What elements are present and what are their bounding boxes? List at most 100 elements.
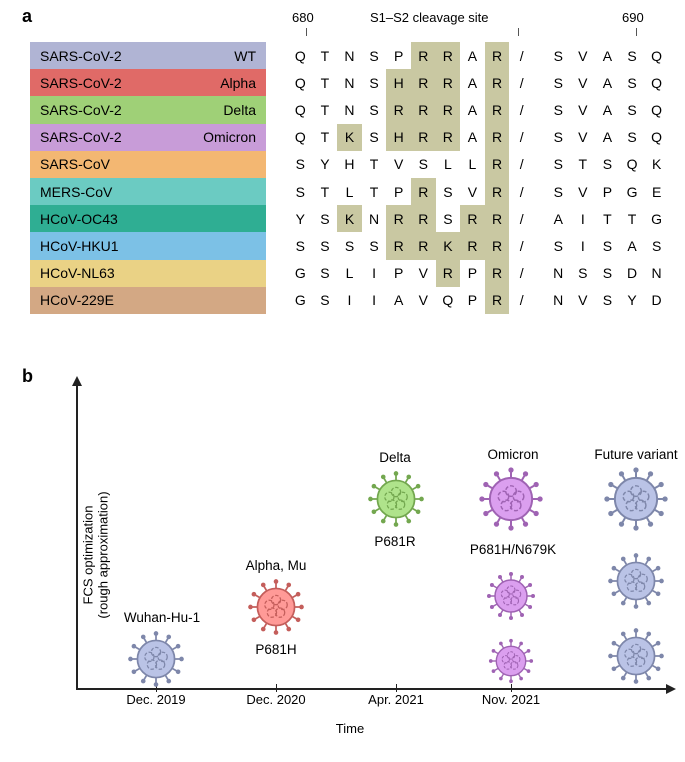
residue: L [436,151,461,178]
sequence: QTNSHRRAR/SVASQ [288,69,669,96]
residue: R [485,42,510,69]
panel-a-header: 680 S1–S2 cleavage site 690 [288,10,670,42]
virus-name-box: SARS-CoV-2Alpha [30,69,266,96]
virus-variant: Omicron [203,129,256,145]
residue: V [460,178,485,205]
residue: S [546,124,571,151]
residue: R [485,151,510,178]
residue: R [485,232,510,259]
residue: S [546,42,571,69]
sequence: SYHTVSLLR/STSQK [288,151,669,178]
virus-icon [488,638,534,684]
residue: S [595,232,620,259]
residue: H [386,124,411,151]
mutation-label: P681R [374,534,415,549]
residue: A [595,69,620,96]
residue: R [460,205,485,232]
residue: S [313,205,338,232]
residue: A [386,287,411,314]
residue: S [362,124,387,151]
residue: L [337,260,362,287]
residue: Q [644,96,669,123]
residue: R [436,42,461,69]
residue: S [620,69,645,96]
residue: Y [313,151,338,178]
sequence-row: SARS-CoV-2WTQTNSPRRAR/SVASQ [30,42,670,69]
pos-680-label: 680 [292,10,314,25]
sequence-row: MERS-CoVSTLTPRSVR/SVPGE [30,178,670,205]
residue: Q [288,42,313,69]
residue: N [337,42,362,69]
residue: A [460,69,485,96]
residue: N [362,205,387,232]
residue: R [460,232,485,259]
residue: S [595,287,620,314]
residue: V [411,287,436,314]
residue: E [644,178,669,205]
residue: V [571,124,596,151]
residue: R [485,287,510,314]
virus-name: SARS-CoV-2 [40,48,122,64]
residue: / [509,96,534,123]
residue: R [386,232,411,259]
residue: S [595,260,620,287]
tick-690 [636,28,637,36]
virus-name: MERS-CoV [40,184,112,200]
residue: I [571,232,596,259]
residue: R [411,232,436,259]
residue: Y [288,205,313,232]
sequence: SSSSRRKRR/SISAS [288,232,669,259]
residue: S [288,178,313,205]
residue: S [546,178,571,205]
virus-name: HCoV-OC43 [40,211,118,227]
residue: / [509,287,534,314]
residue: T [313,69,338,96]
residue: Q [644,42,669,69]
mutation-label: P681H [255,642,296,657]
residue: K [337,205,362,232]
residue: K [644,151,669,178]
residue: A [595,124,620,151]
residue: R [436,69,461,96]
sequence-row: HCoV-OC43YSKNRRSRR/AITTG [30,205,670,232]
residue: S [436,205,461,232]
virus-name-box: SARS-CoV-2 WT [30,42,266,69]
residue: K [337,124,362,151]
residue: / [509,205,534,232]
residue: R [436,124,461,151]
panel-b: FCS optimization(rough approximation) Ti… [30,370,670,740]
residue: T [313,42,338,69]
residue: / [509,42,534,69]
virus-name-box: HCoV-229E [30,287,266,314]
residue: A [595,42,620,69]
sequence-row: HCoV-229EGSIIAVQPR/NVSYD [30,287,670,314]
panel-a: 680 S1–S2 cleavage site 690 SARS-CoV-2 WT… [30,10,670,314]
residue: H [337,151,362,178]
residue: S [362,69,387,96]
residue: S [546,151,571,178]
residue: R [436,96,461,123]
residue: N [337,69,362,96]
residue: P [386,260,411,287]
residue: R [485,96,510,123]
residue: S [362,232,387,259]
residue: P [460,260,485,287]
residue: S [313,232,338,259]
residue: V [571,96,596,123]
residue: S [620,96,645,123]
virus-variant: WT [234,48,256,64]
residue: S [571,260,596,287]
residue: S [362,96,387,123]
residue: S [411,151,436,178]
virus-icon [603,466,669,532]
residue: S [546,96,571,123]
variant-name-label: Omicron [487,447,538,462]
sequence: GSLIPVRPR/NSSDN [288,260,669,287]
residue: P [595,178,620,205]
variant-name-label: Alpha, Mu [246,558,307,573]
residue: Q [620,151,645,178]
cleavage-site-label: S1–S2 cleavage site [370,10,489,25]
residue: / [509,178,534,205]
residue: G [620,178,645,205]
residue: Q [288,124,313,151]
